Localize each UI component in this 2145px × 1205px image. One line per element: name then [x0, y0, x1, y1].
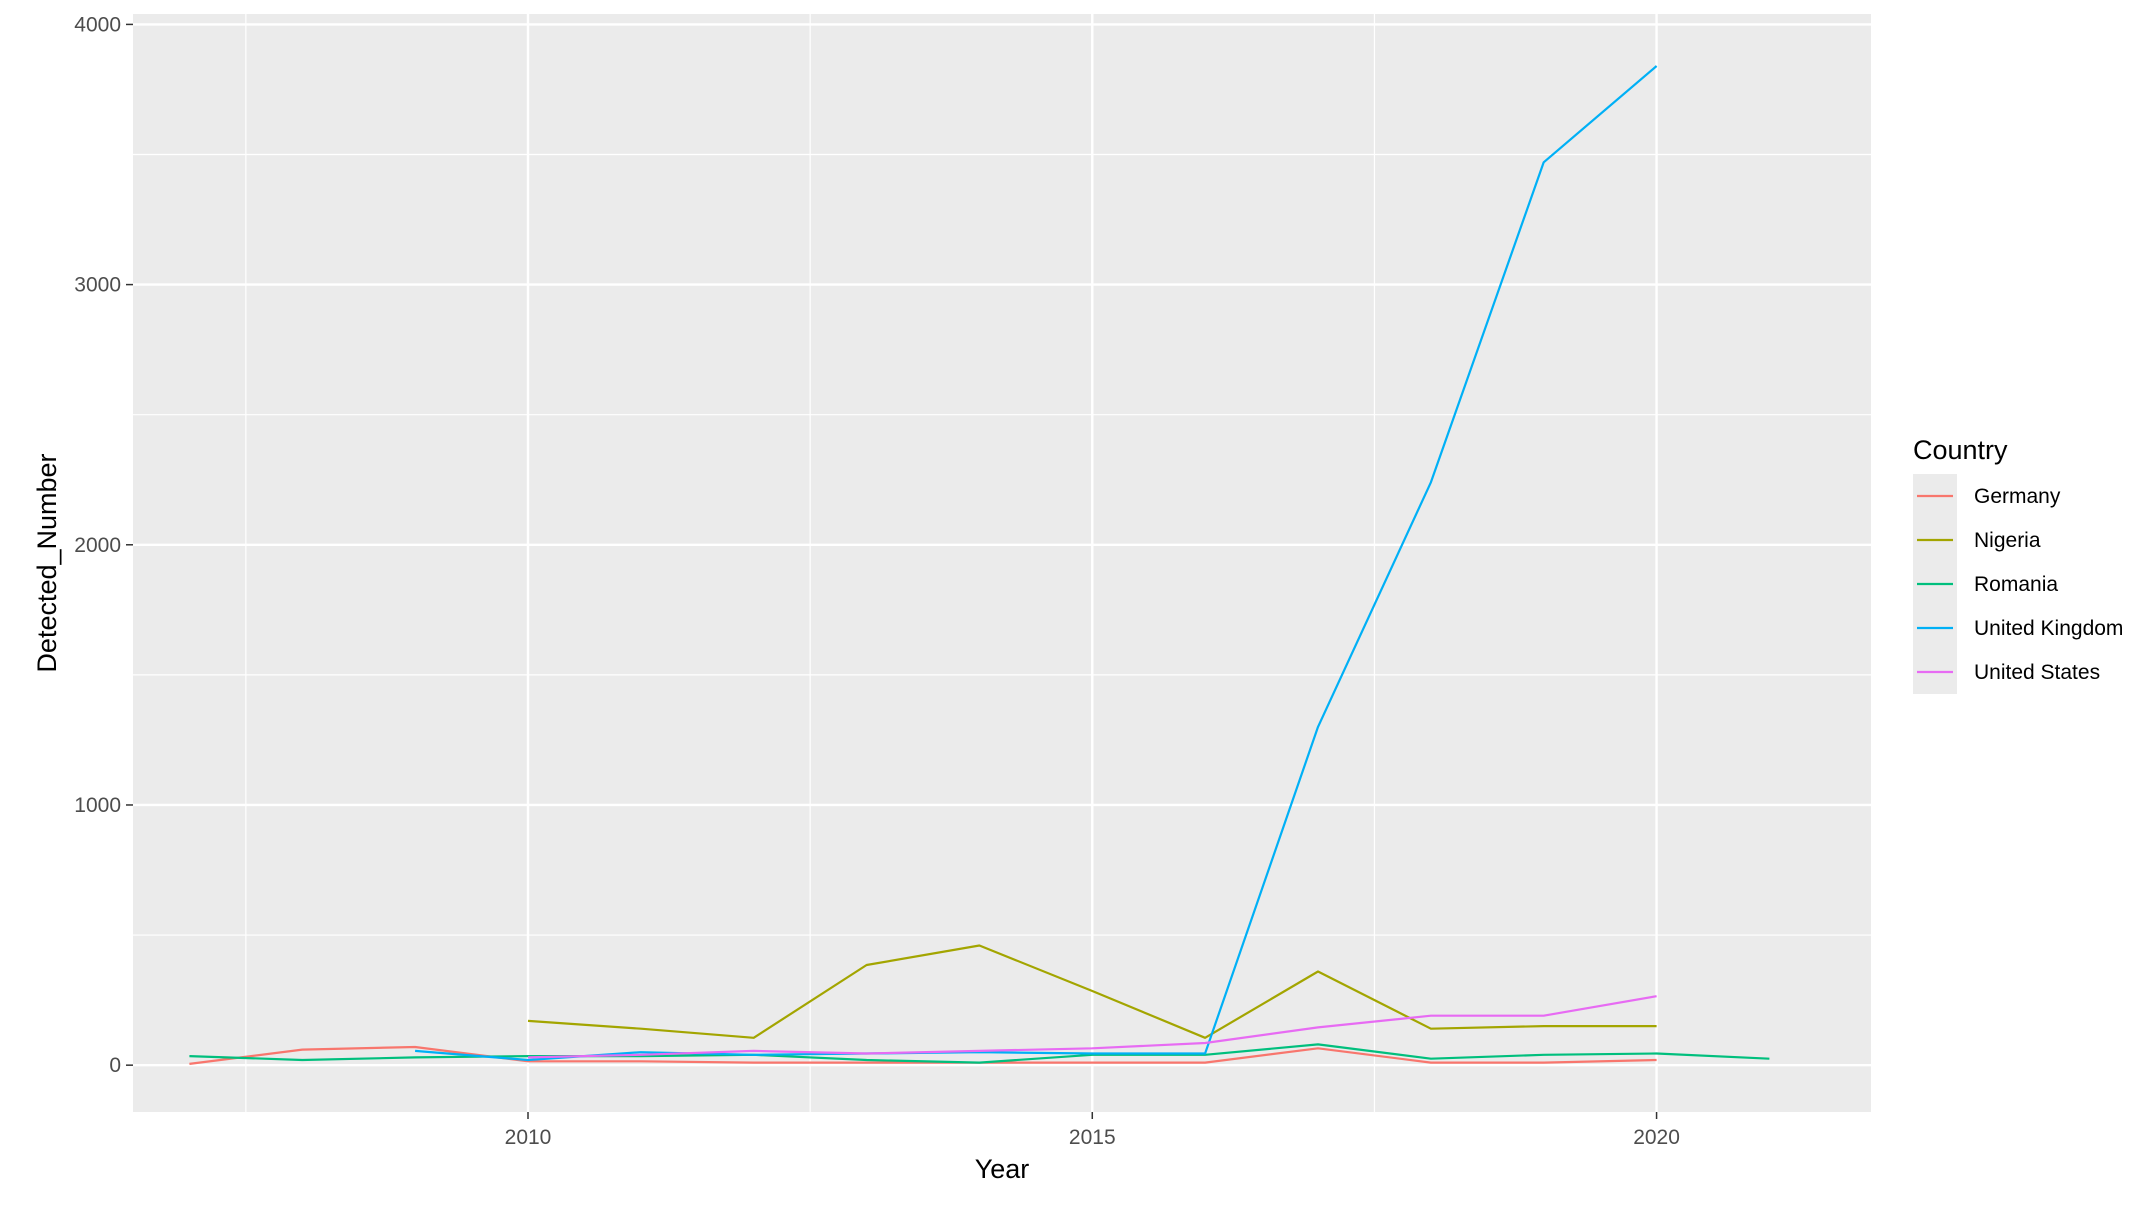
series-lines — [189, 65, 1770, 1065]
plot-panel — [133, 14, 1871, 1112]
x-axis-title: Year — [975, 1154, 1030, 1184]
y-tick-label: 4000 — [74, 13, 121, 36]
legend: Country Germany Nigeria Romania United King… — [1913, 435, 2123, 694]
series-line-united-kingdom — [415, 65, 1658, 1062]
legend-label: Romania — [1974, 573, 2058, 596]
legend-label: Nigeria — [1974, 529, 2041, 552]
y-axis-title: Detected_Number — [32, 453, 62, 672]
series-line-united-states — [527, 995, 1657, 1059]
grid-minor — [133, 14, 1871, 1112]
y-tick-label: 3000 — [74, 274, 121, 297]
legend-label: United Kingdom — [1974, 617, 2123, 640]
series-line-germany — [189, 1045, 1657, 1065]
y-tick-label: 0 — [109, 1054, 121, 1077]
legend-label: Germany — [1974, 485, 2061, 508]
legend-title: Country — [1913, 435, 2008, 465]
series-line-nigeria — [527, 944, 1657, 1039]
y-axis: 0 1000 2000 3000 4000 — [74, 13, 133, 1077]
legend-items: Germany Nigeria Romania United Kingdom Unite… — [1917, 485, 2123, 684]
y-tick-label: 2000 — [74, 534, 121, 557]
series-line-romania — [189, 1043, 1770, 1064]
x-tick-label: 2015 — [1069, 1126, 1116, 1149]
x-tick-label: 2020 — [1633, 1126, 1680, 1149]
grid-major — [133, 14, 1871, 1112]
y-tick-label: 1000 — [74, 794, 121, 817]
x-axis: 2010 2015 2020 — [505, 1112, 1680, 1149]
x-tick-label: 2010 — [505, 1126, 552, 1149]
legend-label: United States — [1974, 661, 2100, 684]
